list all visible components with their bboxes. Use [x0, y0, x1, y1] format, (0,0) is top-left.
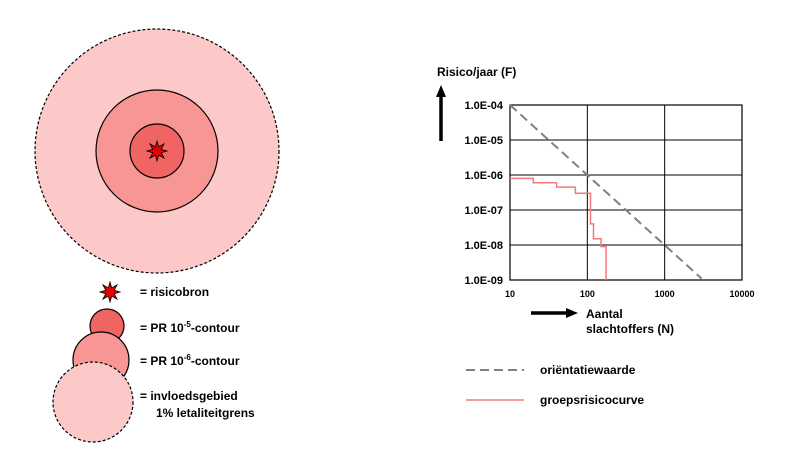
legend-risk-curve-label: groepsrisicocurve [540, 393, 644, 407]
x-axis-label-line1: Aantal [586, 307, 623, 321]
legend-pr6-label: = PR 10-6-contour [140, 353, 240, 368]
y-axis-arrow-head [436, 85, 446, 97]
legend-source-label: = risicobron [140, 285, 209, 299]
y-tick-label: 1.0E-09 [464, 275, 503, 287]
fn-chart: Risico/jaar (F) 1.0E-041.0E-051.0E-061.0… [436, 65, 755, 407]
x-tick-label: 1000 [655, 289, 675, 299]
y-tick-label: 1.0E-04 [464, 100, 503, 112]
x-axis-arrow-head [566, 308, 578, 318]
plot-frame [509, 104, 743, 281]
influence-legend-swatch [52, 361, 134, 443]
y-tick-label: 1.0E-06 [464, 170, 503, 182]
x-tick-label: 10000 [729, 289, 754, 299]
x-axis-label-line2: slachtoffers (N) [586, 322, 674, 336]
chart-ticks: 1.0E-04 1.0E-05 1.0E-06 1.0E-07 1.0E-08 1.0E-… [464, 100, 754, 299]
risk-source-star-icon [145, 139, 169, 163]
y-tick-label: 1.0E-05 [464, 135, 503, 147]
chart-grid [509, 104, 743, 281]
reference-line-series [509, 104, 703, 280]
risk-zones [34, 28, 280, 274]
x-tick-label: 10 [505, 289, 515, 299]
group-risk-curve-series [510, 177, 607, 280]
y-tick-label: 1.0E-07 [464, 205, 503, 217]
legend-pr5-label: = PR 10-5-contour [140, 320, 240, 335]
x-tick-label: 100 [580, 289, 595, 299]
risk-source-legend-icon [98, 280, 122, 304]
y-axis-label: Risico/jaar (F) [437, 65, 516, 79]
legend-reference-label: oriëntatiewaarde [540, 363, 636, 377]
legend-influence-label-2: 1% letaliteitgrens [156, 406, 255, 420]
legend-influence-label-1: = invloedsgebied [140, 389, 238, 403]
chart-series [509, 104, 703, 280]
y-tick-label: 1.0E-08 [464, 240, 503, 252]
zone-legend: = risicobron = PR 10-5-contour = PR 10-6… [52, 280, 255, 443]
